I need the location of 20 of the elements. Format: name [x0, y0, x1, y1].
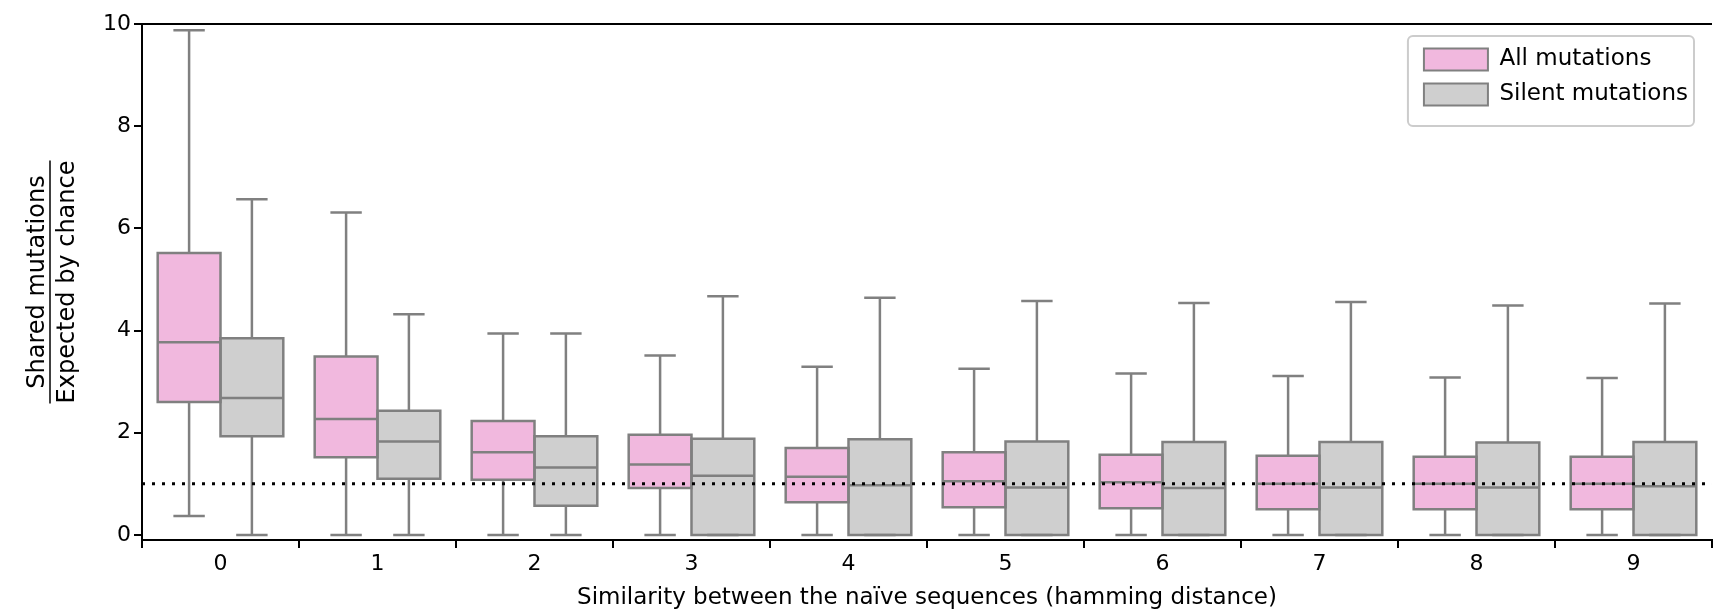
x-tick-label: 0: [213, 549, 228, 575]
y-axis-title: Shared mutations Expected by chance: [22, 160, 81, 404]
legend-label: All mutations: [1499, 44, 1652, 71]
y-tick-label: 2: [116, 418, 131, 444]
x-tick-label: 1: [370, 549, 385, 575]
x-tick-label: 9: [1626, 549, 1641, 575]
x-tick-label: 4: [841, 549, 856, 575]
y-tick-label: 6: [116, 214, 131, 240]
x-tick-label: 3: [684, 549, 699, 575]
legend-label: Silent mutations: [1499, 79, 1689, 106]
y-tick-label: 10: [102, 9, 131, 35]
x-tick-label: 2: [527, 549, 542, 575]
x-axis-title: Similarity between the naïve sequences (hamming distance): [577, 583, 1277, 610]
y-tick-label: 0: [116, 520, 131, 546]
x-tick-label: 5: [998, 549, 1013, 575]
y-tick-label: 4: [116, 316, 131, 342]
x-tick-label: 8: [1469, 549, 1484, 575]
x-tick-label: 7: [1312, 549, 1327, 575]
x-tick-label: 6: [1155, 549, 1170, 575]
y-tick-label: 8: [116, 111, 131, 137]
